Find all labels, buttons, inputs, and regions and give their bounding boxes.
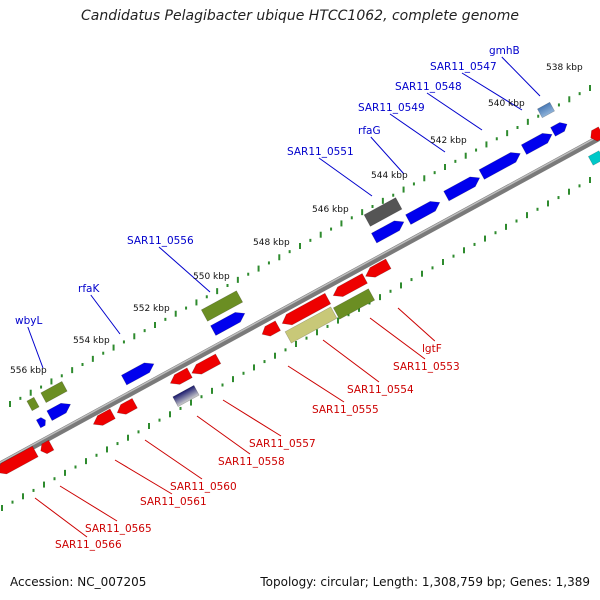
forward-gene-leader-line <box>370 136 405 175</box>
reverse-gene-leader-line <box>222 399 282 437</box>
kbp-label: 540 kbp <box>488 99 525 109</box>
kbp-labels: 538 kbp 540 kbp 542 kbp 544 kbp 546 kbp 548 k… <box>10 63 583 376</box>
gene-labels: gmhB SAR11_0547 SAR11_0548 SAR11_0549 rfaG SA… <box>15 45 520 551</box>
kbp-label: 542 kbp <box>430 136 467 146</box>
gene-rna-4[interactable] <box>26 396 40 412</box>
forward-gene-label[interactable]: SAR11_0556 <box>127 235 194 247</box>
gene-rna-1[interactable] <box>332 288 376 320</box>
gene-rfaG[interactable] <box>443 173 483 202</box>
forward-gene-leader-line <box>90 294 121 335</box>
forward-gene-label[interactable]: rfaK <box>78 283 100 295</box>
reverse-gene-label[interactable]: SAR11_0560 <box>170 481 237 493</box>
map-title: Candidatus Pelagibacter ubique HTCC1062,… <box>80 8 519 24</box>
kbp-label: 548 kbp <box>253 238 290 248</box>
forward-gene-leader-line <box>501 56 541 97</box>
kbp-label: 550 kbp <box>193 272 230 282</box>
forward-gene-leader-line <box>461 72 523 111</box>
forward-gene-label[interactable]: gmhB <box>489 45 520 57</box>
forward-gene-label[interactable]: SAR11_0549 <box>358 102 425 114</box>
reverse-gene-label[interactable]: SAR11_0565 <box>85 523 152 535</box>
forward-gene-leader-line <box>426 92 483 131</box>
gene-rna-2[interactable] <box>200 290 244 322</box>
reverse-gene-label[interactable]: SAR11_0557 <box>249 438 316 450</box>
gene-sar11-0551-fwd[interactable] <box>405 198 443 225</box>
inner-tick-track <box>1 177 591 511</box>
gene-sar11-0555[interactable] <box>259 320 281 339</box>
footer-accession: Accession: NC_007205 <box>10 575 147 589</box>
gene-lgtF[interactable] <box>363 258 392 281</box>
gene-sar11-0558[interactable] <box>168 367 193 388</box>
gene-sar11-0566[interactable] <box>0 445 39 478</box>
gene-pseudo-1[interactable] <box>284 306 338 344</box>
forward-gene-leader-line <box>318 157 373 197</box>
outer-tick-track <box>9 85 591 407</box>
gene-sar11-0565[interactable] <box>38 439 55 455</box>
reverse-gene-leader-line <box>287 365 345 403</box>
reverse-gene-label[interactable]: SAR11_0558 <box>218 456 285 468</box>
backbone <box>0 134 600 468</box>
reverse-gene-leader-line <box>59 485 118 522</box>
kbp-label: 546 kbp <box>312 205 349 215</box>
forward-gene-label[interactable]: rfaG <box>358 125 381 137</box>
footer-stats: Topology: circular; Length: 1,308,759 bp… <box>260 575 590 589</box>
reverse-gene-leader-line <box>114 459 173 495</box>
forward-gene-label[interactable]: SAR11_0551 <box>287 146 354 158</box>
gene-sar11-0554[interactable] <box>279 292 332 328</box>
reverse-gene-label[interactable]: SAR11_0566 <box>55 539 122 551</box>
reverse-gene-leader-line <box>34 497 88 538</box>
kbp-label: 552 kbp <box>133 304 170 314</box>
gene-sar11-0559[interactable] <box>172 385 200 407</box>
gene-edge-red[interactable] <box>588 126 600 143</box>
reverse-gene-label[interactable]: lgtF <box>422 343 442 355</box>
forward-gene-leader-line <box>389 113 446 153</box>
gene-sar11-0547[interactable] <box>550 120 570 137</box>
gene-sar11-0553[interactable] <box>331 273 368 301</box>
reverse-gene-label[interactable]: SAR11_0555 <box>312 404 379 416</box>
kbp-label: 554 kbp <box>73 336 110 346</box>
gene-sar11-0548[interactable] <box>520 130 554 155</box>
gene-sar11-0552[interactable] <box>371 217 406 244</box>
gene-rna-3[interactable] <box>40 381 68 403</box>
kbp-label: 538 kbp <box>546 63 583 73</box>
reverse-gene-label[interactable]: SAR11_0553 <box>393 361 460 373</box>
reverse-gene-leader-line <box>397 307 436 342</box>
gene-gmhB[interactable] <box>537 101 555 119</box>
kbp-label: 556 kbp <box>10 366 47 376</box>
reverse-gene-label[interactable]: SAR11_0554 <box>347 384 414 396</box>
forward-gene-label[interactable]: SAR11_0547 <box>430 61 497 73</box>
reverse-gene-label[interactable]: SAR11_0561 <box>140 496 207 508</box>
gene-sar11-0557[interactable] <box>189 353 222 378</box>
gene-sar11-0561[interactable] <box>91 408 116 429</box>
gene-track <box>0 101 600 478</box>
forward-gene-leader-line <box>27 326 44 369</box>
forward-gene-leader-line <box>158 246 211 293</box>
backbone-highlight <box>0 134 600 464</box>
gene-small-1[interactable] <box>35 416 47 429</box>
reverse-gene-leader-line <box>322 339 380 383</box>
gene-wbyL[interactable] <box>46 399 73 421</box>
forward-gene-label[interactable]: wbyL <box>15 315 42 327</box>
reverse-gene-leader-line <box>144 439 203 480</box>
gene-sar11-0551[interactable] <box>363 197 403 227</box>
forward-gene-label[interactable]: SAR11_0548 <box>395 81 462 93</box>
kbp-label: 544 kbp <box>371 171 408 181</box>
gene-rfaK[interactable] <box>121 359 156 386</box>
reverse-gene-leader-line <box>369 317 426 360</box>
gene-edge-cyan[interactable] <box>587 150 600 166</box>
gene-sar11-0556[interactable] <box>210 309 248 336</box>
gene-sar11-0549[interactable] <box>478 149 523 180</box>
gene-sar11-0560[interactable] <box>115 397 138 417</box>
reverse-gene-leader-line <box>196 415 251 455</box>
label-leaders <box>27 56 541 538</box>
